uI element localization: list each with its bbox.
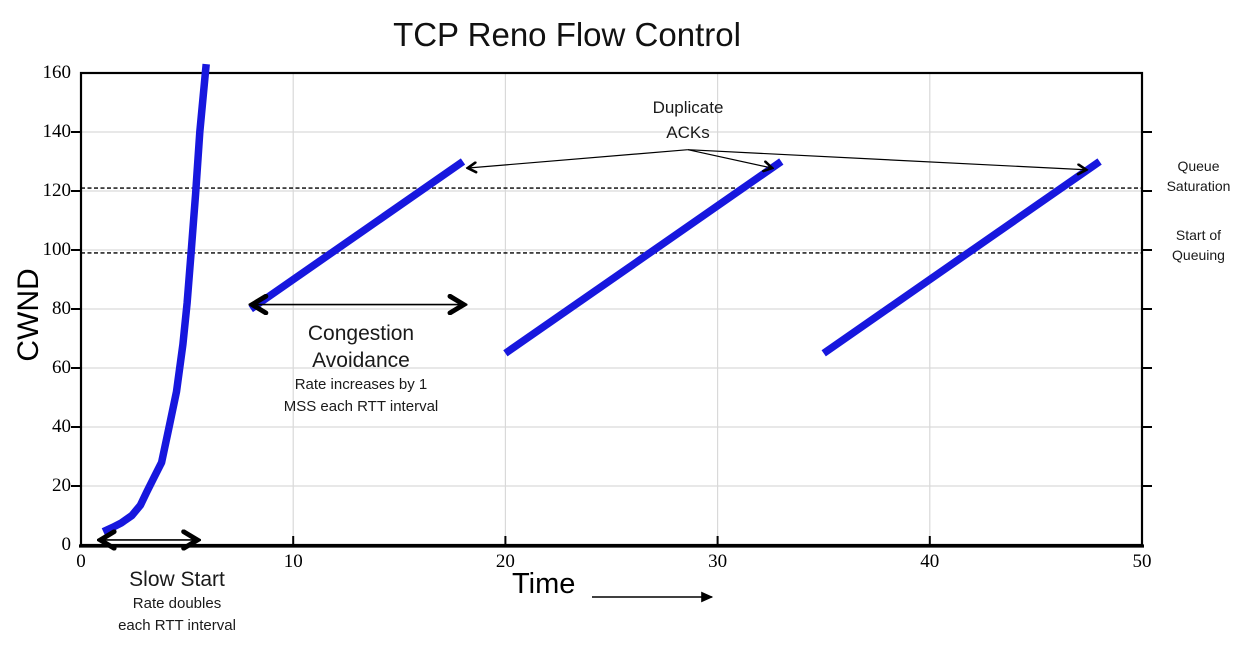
y-tick-label: 0 [61,534,72,555]
y-tick-label: 20 [52,475,71,496]
congestion-avoidance-line2: MSS each RTT interval [283,398,439,415]
start-of-queuing-line1: Start of [1175,227,1222,243]
slow-start-annotation-line1: Rate doubles [132,595,222,612]
dup-ack-arrow [468,149,688,168]
duplicate-acks-line1: Duplicate [652,98,724,117]
x-tick-label: 20 [495,551,515,572]
x-tick-label: 30 [708,551,728,572]
dup-ack-arrow [687,149,1086,170]
slow-start-curve [101,63,210,536]
y-tick-label: 140 [42,121,72,142]
congestion-avoidance-ramp-2 [503,158,784,357]
y-tick-label: 160 [42,62,72,83]
x-axis-label: Time [512,568,576,600]
y-tick-label: 120 [42,180,72,201]
congestion-avoidance-annotation: Congestion Avoidance Rate increases by 1… [261,320,461,418]
y-tick-label: 80 [52,298,71,319]
queue-saturation-line2: Saturation [1166,178,1231,194]
chart-title: TCP Reno Flow Control [393,16,741,53]
x-tick-label: 0 [76,551,86,572]
congestion-avoidance-title-line1: Congestion [307,322,415,345]
queue-saturation-line1: Queue [1177,158,1220,174]
y-tick-label: 40 [52,416,71,437]
start-of-queuing-line2: Queuing [1172,247,1225,263]
duplicate-acks-line2: ACKs [666,123,710,142]
x-tick-label: 40 [920,551,940,572]
queue-saturation-label: Queue Saturation [1144,156,1253,196]
congestion-avoidance-line1: Rate increases by 1 [294,376,428,393]
congestion-avoidance-title-line2: Avoidance [312,349,410,372]
start-of-queuing-label: Start of Queuing [1144,225,1253,265]
x-tick-label: 50 [1132,551,1152,572]
y-tick-label: 60 [52,357,71,378]
y-tick-label: 100 [42,239,72,260]
slow-start-annotation-line2: each RTT interval [118,617,236,634]
congestion-avoidance-ramp-1 [248,158,466,313]
slow-start-annotation-title: Slow Start [129,568,225,591]
congestion-avoidance-ramp-3 [821,158,1102,357]
slow-start-annotation: Slow Start Rate doubles each RTT interva… [77,566,277,637]
dup-ack-arrow [687,149,772,168]
x-tick-label: 10 [283,551,303,572]
duplicate-acks-annotation: Duplicate ACKs [613,95,763,145]
